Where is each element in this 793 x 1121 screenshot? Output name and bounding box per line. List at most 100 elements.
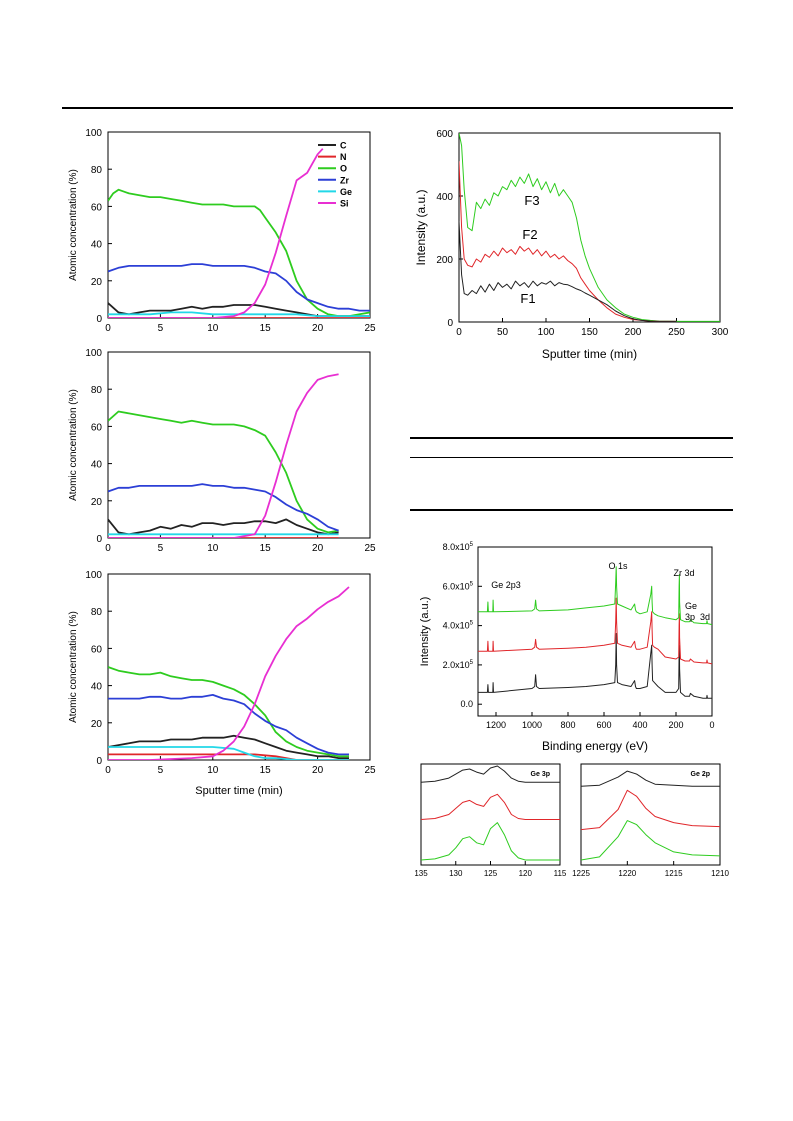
x-axis-label: Sputter time (min) <box>195 785 282 797</box>
x-tick-label: 120 <box>519 869 533 878</box>
y-axis-label: Atomic concentration (%) <box>68 169 79 281</box>
x-tick-label: 200 <box>625 327 642 338</box>
y-tick-label: 80 <box>91 165 103 176</box>
y-tick-label: 60 <box>91 202 103 213</box>
plot-frame <box>580 763 721 866</box>
x-tick-label: 200 <box>668 720 683 730</box>
series-line-1 <box>421 793 560 820</box>
table-rule-bottom <box>410 509 733 511</box>
plot-frame <box>458 132 721 323</box>
x-tick-label: 0 <box>105 765 111 776</box>
y-tick-label: 20 <box>91 497 103 508</box>
series-line-2 <box>421 822 560 861</box>
x-tick-label: 300 <box>712 327 729 338</box>
x-tick-label: 115 <box>554 869 567 878</box>
legend-label: O <box>340 164 347 174</box>
table-rule-top <box>410 437 733 439</box>
x-tick-label: 1200 <box>486 720 506 730</box>
series-line-Si <box>108 586 350 760</box>
x-tick-label: 5 <box>158 323 164 334</box>
series-line-1 <box>478 597 712 665</box>
plot-frame <box>107 573 371 761</box>
y-tick-label: 100 <box>85 128 102 139</box>
y-tick-label: 20 <box>91 277 103 288</box>
chart-depth-profile-2: 0 5 10 15 20 25 0 20 40 60 80 100 Atomic concentrati… <box>68 348 376 554</box>
series-line-F3 <box>459 133 720 322</box>
x-tick-label: 25 <box>364 543 376 554</box>
chart-xps-survey: 1200 1000 800 600 400 200 0 0.0 2.0x105 4.0x105 6.… <box>419 542 715 753</box>
x-axis-label: Binding energy (eV) <box>542 739 648 753</box>
x-tick-label: 20 <box>312 543 324 554</box>
y-axis-label: Intensity (a.u.) <box>414 189 428 265</box>
x-tick-label: 1215 <box>665 869 683 878</box>
series-line-Zr <box>108 263 370 312</box>
y-tick-label: 80 <box>91 607 103 618</box>
y-tick-label: 80 <box>91 385 103 396</box>
series-line-2 <box>581 820 720 861</box>
y-tick-exponent: 5 <box>470 581 474 587</box>
x-tick-label: 1000 <box>522 720 542 730</box>
x-tick-label: 250 <box>668 327 685 338</box>
legend-label: Si <box>340 199 349 209</box>
series-line-0 <box>421 765 560 783</box>
x-tick-label: 0 <box>105 323 111 334</box>
series-line-Zr <box>108 483 339 532</box>
series-line-Zr <box>108 694 349 756</box>
legend-label: Ge <box>340 187 352 197</box>
series-line-Ge <box>108 746 349 760</box>
y-tick-label: 60 <box>91 422 103 433</box>
series-line-0 <box>581 770 720 787</box>
x-tick-label: 150 <box>581 327 598 338</box>
x-tick-label: 0 <box>456 327 462 338</box>
x-tick-label: 125 <box>484 869 498 878</box>
series-line-C <box>108 518 339 536</box>
plot-frame <box>477 546 713 717</box>
legend-label: C <box>340 141 347 151</box>
chart-ge-3p: 135 130 125 120 115 Ge 3p <box>414 763 567 878</box>
annotation-Ge: Ge <box>685 601 697 611</box>
y-tick-label: 40 <box>91 240 103 251</box>
series-line-Si <box>108 373 339 538</box>
series-line-O <box>108 410 339 534</box>
y-tick-label: 400 <box>436 192 453 203</box>
y-tick-label: 40 <box>91 682 103 693</box>
y-tick-exponent: 5 <box>470 542 474 548</box>
top-rule <box>62 107 733 109</box>
x-tick-label: 5 <box>158 543 164 554</box>
x-tick-label: 800 <box>560 720 575 730</box>
x-tick-label: 1225 <box>572 869 590 878</box>
y-tick-label: 40 <box>91 460 103 471</box>
x-tick-label: 0 <box>105 543 111 554</box>
series-line-N <box>108 753 349 760</box>
y-tick-label: 60 <box>91 644 103 655</box>
table-rule-mid <box>410 457 733 458</box>
x-tick-label: 20 <box>312 765 324 776</box>
annotation-F3: F3 <box>524 193 539 208</box>
y-tick-label: 6.0x105 <box>443 581 474 591</box>
annotation-Zr-3d: Zr 3d <box>673 568 694 578</box>
x-tick-label: 135 <box>414 869 428 878</box>
y-tick-label: 100 <box>85 570 102 581</box>
series-line-0 <box>478 633 712 699</box>
x-tick-label: 0 <box>709 720 714 730</box>
y-tick-label: 8.0x105 <box>443 542 474 552</box>
plot-frame <box>107 351 371 539</box>
x-tick-label: 100 <box>538 327 555 338</box>
series-line-F2 <box>459 161 677 322</box>
annotation-3d: 3d <box>700 612 710 622</box>
annotation-Ge-2p3: Ge 2p3 <box>491 580 521 590</box>
chart-depth-profile-1: 0 5 10 15 20 25 0 20 40 60 80 100 Atomic concentrati… <box>68 128 376 334</box>
x-tick-label: 15 <box>260 323 272 334</box>
y-axis-label: Intensity (a.u.) <box>419 597 431 667</box>
y-tick-label: 100 <box>85 348 102 359</box>
y-axis-label: Atomic concentration (%) <box>68 389 79 501</box>
annotation-3p: 3p <box>685 612 695 622</box>
series-line-Si <box>108 148 324 318</box>
chart-intensity-vs-sputter: 0 50 100 150 200 250 300 0 200 400 600 Intensity (a… <box>414 129 729 361</box>
series-line-O <box>108 666 349 758</box>
x-axis-label: Sputter time (min) <box>542 347 637 361</box>
y-tick-label: 20 <box>91 719 103 730</box>
series-line-F1 <box>459 221 677 322</box>
x-tick-label: 10 <box>207 543 219 554</box>
